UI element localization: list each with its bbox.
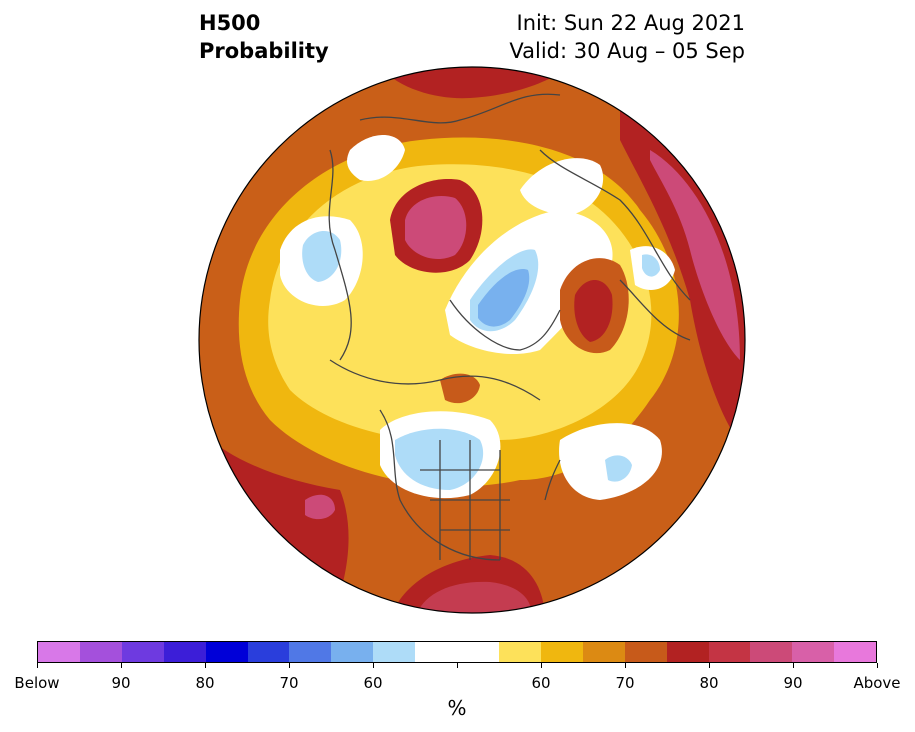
colorbar-tick-mark [36,663,38,668]
colorbar-tick-label: 90 [111,674,131,692]
map-title-left: H500 Probability [199,9,329,65]
colorbar-segment [792,642,835,662]
colorbar-segment [205,642,248,662]
colorbar-tick-mark [540,663,542,668]
coastline-layer [328,93,691,561]
colorbar-segment [582,642,625,662]
colorbar-tick-mark [792,663,794,668]
colorbar-tick-mark [288,663,290,668]
valid-period-label: Valid: 30 Aug – 05 Sep [509,39,745,63]
colorbar-tick-label: 60 [363,674,383,692]
colorbar-segment [624,642,667,662]
probability-colorbar [37,641,877,663]
colorbar-segment [38,642,80,662]
colorbar-segment [247,642,290,662]
colorbar-tick-mark [624,663,626,668]
colorbar-unit-label: % [447,696,467,720]
colorbar-segment [121,642,164,662]
colorbar-segment [163,642,206,662]
map-title-right: Init: Sun 22 Aug 2021 Valid: 30 Aug – 05… [509,9,745,65]
colorbar-tick-mark [204,663,206,668]
colorbar-tick-label: Above [853,674,901,692]
init-time-label: Init: Sun 22 Aug 2021 [516,11,745,35]
colorbar-segment [498,642,541,662]
colorbar-segment [666,642,709,662]
title-product: Probability [199,39,329,63]
probability-fill-layer [199,67,745,613]
polar-probability-map [198,66,746,614]
colorbar-tick-label: 80 [195,674,215,692]
colorbar-tick-label: 80 [699,674,719,692]
colorbar-tick-label: 70 [279,674,299,692]
colorbar-segment [834,642,877,662]
colorbar-segment [373,642,416,662]
colorbar-segment [79,642,122,662]
colorbar-tick-mark [456,663,458,668]
colorbar-segment [331,642,374,662]
colorbar-tick-mark [876,663,878,668]
colorbar-segment [750,642,793,662]
colorbar-segment [708,642,751,662]
colorbar-tick-label: 60 [531,674,551,692]
colorbar-segment [540,642,583,662]
colorbar-segment [289,642,332,662]
colorbar-tick-label: Below [14,674,60,692]
colorbar-segment [457,642,499,662]
colorbar-tick-label: 70 [615,674,635,692]
colorbar-tick-mark [120,663,122,668]
map-boundary-circle [198,66,746,614]
colorbar-tick-mark [372,663,374,668]
colorbar-tick-label: 90 [783,674,803,692]
colorbar-tick-mark [708,663,710,668]
colorbar-segment [415,642,458,662]
title-variable: H500 [199,11,261,35]
